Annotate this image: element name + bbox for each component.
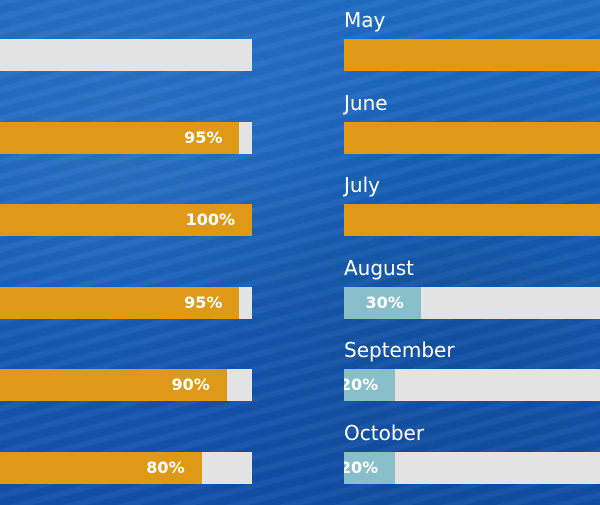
bar-value-label: 30% <box>365 292 404 312</box>
bar-track: 30% <box>344 286 600 319</box>
right-column-row-september: September 20% <box>344 330 600 412</box>
bar-track: 95% <box>0 286 252 319</box>
left-column-row-1 <box>0 0 252 82</box>
bar-fill-september: 20% <box>344 369 396 401</box>
right-column-row-july: July <box>344 165 600 247</box>
bar-fill-july <box>344 204 600 236</box>
month-label-may: May <box>344 8 386 32</box>
left-column-row-3: 100% <box>0 165 252 247</box>
bar-value-label: 80% <box>146 457 185 477</box>
bar-fill-may <box>344 39 600 71</box>
bar-fill-june <box>344 121 600 154</box>
bar-track: 95% <box>0 121 252 154</box>
bar-value-label: 95% <box>184 127 223 147</box>
bar-value-label: 95% <box>184 292 223 312</box>
month-label-september: September <box>344 338 455 362</box>
bar-track <box>344 204 600 236</box>
bar-track: 100% <box>0 204 252 236</box>
month-label-june: June <box>344 90 388 115</box>
right-column-row-october: October 20% <box>344 413 600 495</box>
bar-value-label: 20% <box>344 375 379 394</box>
left-column-row-4: 95% <box>0 248 252 330</box>
bar-value-label: 20% <box>344 457 379 477</box>
right-column-row-august: August 30% <box>344 248 600 330</box>
left-column-row-6: 80% <box>0 413 252 495</box>
left-bar-column: 95% 100% 95% 90% 80% <box>0 0 252 505</box>
bar-track <box>344 121 600 154</box>
month-label-october: October <box>344 420 425 445</box>
bar-track <box>0 39 252 71</box>
bar-track: 80% <box>0 451 252 484</box>
right-bar-column: May June July August 30% September 20% October 2… <box>344 0 600 505</box>
left-column-row-2: 95% <box>0 83 252 165</box>
bar-fill-6: 80% <box>0 451 202 484</box>
bar-fill-august: 30% <box>344 286 421 319</box>
right-column-row-june: June <box>344 83 600 165</box>
month-label-august: August <box>344 255 414 280</box>
bar-value-label: 90% <box>171 375 210 394</box>
bar-fill-4: 95% <box>0 286 240 319</box>
bar-track: 20% <box>344 369 600 401</box>
bar-track: 90% <box>0 369 252 401</box>
bar-value-label: 100% <box>185 210 235 229</box>
month-label-july: July <box>344 173 380 197</box>
bar-fill-october: 20% <box>344 451 396 484</box>
bar-fill-2: 95% <box>0 121 240 154</box>
bar-track <box>344 39 600 71</box>
bar-fill-5: 90% <box>0 369 227 401</box>
bar-fill-3: 100% <box>0 204 252 236</box>
bar-track: 20% <box>344 451 600 484</box>
right-column-row-may: May <box>344 0 600 82</box>
left-column-row-5: 90% <box>0 330 252 412</box>
